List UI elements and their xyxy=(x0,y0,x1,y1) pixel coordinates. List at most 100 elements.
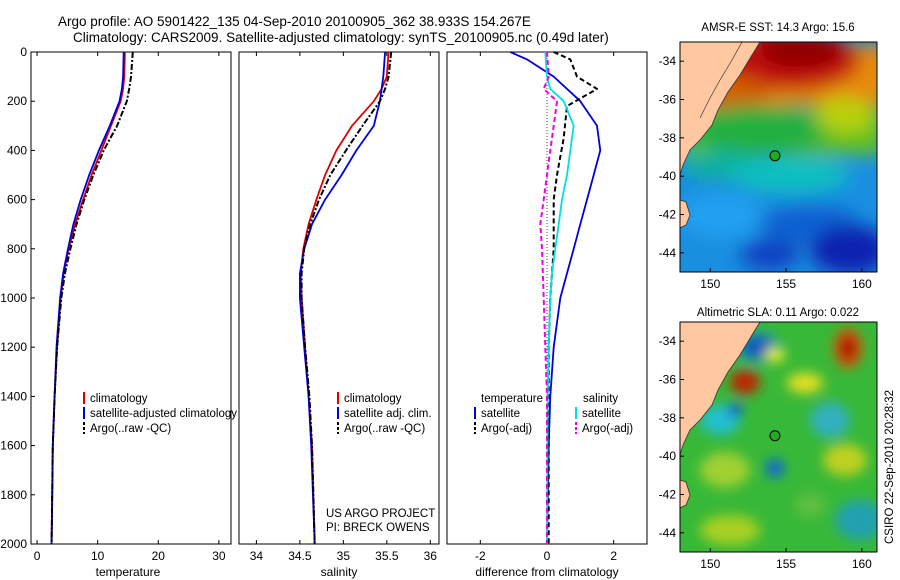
land-mass xyxy=(680,42,761,176)
y-tick-label: 1000 xyxy=(0,291,27,305)
map-y-tick-label: -42 xyxy=(659,488,677,502)
map-x-tick-label: 150 xyxy=(700,557,720,571)
y-tick-label: 1200 xyxy=(0,340,27,354)
temperature-legend: climatology satellite-adjusted climatolo… xyxy=(83,392,237,435)
x-tick-label: -2 xyxy=(475,549,486,563)
project-annotation: US ARGO PROJECT xyxy=(326,508,435,520)
sst-map-yticks: -34 -36 -38 -40 -42 -44 xyxy=(659,54,684,260)
y-tick-label: 1600 xyxy=(0,439,27,453)
map-x-tick-label: 160 xyxy=(852,557,872,571)
map-y-tick-label: -38 xyxy=(659,131,677,145)
difference-series xyxy=(509,51,602,545)
sst-map-title: AMSR-E SST: 14.3 Argo: 15.6 xyxy=(701,22,854,34)
y-tick-label: 200 xyxy=(7,94,27,108)
difference-legend: temperature satellite Argo(-adj) salinit… xyxy=(474,393,633,435)
legend-satellite-adj: satellite adj. clim. xyxy=(344,408,432,420)
x-tick-label: 30 xyxy=(212,549,226,563)
series-line-salinity-satellite xyxy=(544,51,575,545)
x-tick-label: 34.5 xyxy=(288,549,312,563)
map-y-tick-label: -34 xyxy=(659,334,677,348)
sla-map-panel: Altimetric SLA: 0.11 Argo: 0.022 xyxy=(659,307,878,571)
map-y-tick-label: -40 xyxy=(659,449,677,463)
legend-salinity-title: salinity xyxy=(583,393,618,405)
salinity-xlabel: salinity xyxy=(321,565,358,579)
legend-argo: Argo(..raw -QC) xyxy=(90,423,171,435)
y-tick-label: 1400 xyxy=(0,389,27,403)
difference-panel: -2 0 2 difference from climatology tempera… xyxy=(446,51,648,579)
legend-temp-argo: Argo(-adj) xyxy=(481,423,532,435)
y-tick-label: 0 xyxy=(20,45,27,59)
map-x-tick-label: 150 xyxy=(700,277,720,291)
map-y-tick-label: -36 xyxy=(659,93,677,107)
x-tick-label: 2 xyxy=(610,549,617,563)
salinity-panel: 34 34.5 35 35.5 36 salinity climatology sate… xyxy=(238,51,440,579)
sst-map-panel: AMSR-E SST: 14.3 Argo: 15.6 xyxy=(659,22,878,291)
x-tick-label: 10 xyxy=(91,549,105,563)
legend-climatology: climatology xyxy=(344,393,402,405)
map-y-tick-label: -38 xyxy=(659,411,677,425)
sla-map-xticks: 150 155 160 xyxy=(700,548,872,571)
x-tick-label: 20 xyxy=(152,549,166,563)
map-x-tick-label: 155 xyxy=(776,277,796,291)
land-mass xyxy=(680,199,691,229)
series-line-argo-raw-qc xyxy=(300,51,393,545)
salinity-series xyxy=(298,51,393,545)
x-tick-label: 0 xyxy=(34,549,41,563)
map-y-tick-label: -44 xyxy=(659,526,677,540)
x-tick-label: 35.5 xyxy=(375,549,399,563)
temperature-yticks: 0 200 400 600 800 1000 1200 1400 1600 1800 2000 xyxy=(0,45,35,551)
series-line-argo-raw-qc xyxy=(50,51,134,545)
pi-annotation: PI: BRECK OWENS xyxy=(326,522,430,534)
temperature-xlabel: temperature xyxy=(96,565,161,579)
map-y-tick-label: -34 xyxy=(659,54,677,68)
map-y-tick-label: -36 xyxy=(659,373,677,387)
y-tick-label: 400 xyxy=(7,143,27,157)
salinity-axes-box xyxy=(238,51,440,545)
y-tick-label: 2000 xyxy=(0,537,27,551)
x-tick-label: 0 xyxy=(544,549,551,563)
land-mass xyxy=(680,322,761,456)
map-x-tick-label: 155 xyxy=(776,557,796,571)
sst-map-frame xyxy=(679,41,878,273)
salinity-legend: climatology satellite adj. clim. Argo(..… xyxy=(337,392,432,435)
legend-sal-argo: Argo(-adj) xyxy=(582,423,633,435)
legend-temp-satellite: satellite xyxy=(481,408,520,420)
sla-map-title: Altimetric SLA: 0.11 Argo: 0.022 xyxy=(697,307,859,319)
sst-map-xticks: 150 155 160 xyxy=(700,268,872,291)
header-line-1: Argo profile: AO 5901422_135 04-Sep-2010… xyxy=(58,14,531,29)
temperature-series xyxy=(50,51,134,545)
series-line-salinity-argo-adj xyxy=(539,51,558,544)
map-y-tick-label: -42 xyxy=(659,208,677,222)
temperature-panel: 0 200 400 600 800 1000 1200 1400 1600 1800 2000 0 1… xyxy=(0,45,237,579)
sla-map-field xyxy=(680,322,877,552)
land-mass xyxy=(680,479,691,509)
x-tick-label: 35 xyxy=(337,549,351,563)
map-y-tick-label: -40 xyxy=(659,169,677,183)
y-tick-label: 800 xyxy=(7,242,27,256)
legend-climatology: climatology xyxy=(90,393,148,405)
argo-float-marker xyxy=(769,150,781,162)
legend-satellite-adjusted: satellite-adjusted climatology xyxy=(90,408,237,420)
temperature-axes-box xyxy=(30,51,232,545)
coast-contour xyxy=(699,42,743,119)
x-tick-label: 36 xyxy=(424,549,438,563)
x-tick-label: 34 xyxy=(250,549,264,563)
difference-xlabel: difference from climatology xyxy=(475,565,618,579)
legend-temperature-title: temperature xyxy=(481,393,543,405)
sla-map-yticks: -34 -36 -38 -40 -42 -44 xyxy=(659,334,684,540)
argo-float-marker xyxy=(769,430,781,442)
sla-map-frame xyxy=(679,321,878,553)
header-line-2: Climatology: CARS2009. Satellite-adjuste… xyxy=(73,30,609,45)
legend-sal-satellite: satellite xyxy=(582,408,621,420)
legend-argo: Argo(..raw -QC) xyxy=(344,423,425,435)
sst-map-field xyxy=(680,42,877,272)
map-x-tick-label: 160 xyxy=(852,277,872,291)
y-tick-label: 1800 xyxy=(0,488,27,502)
salinity-xticks: 34 34.5 35 35.5 36 xyxy=(250,52,438,563)
temperature-xticks: 0 10 20 30 xyxy=(34,52,226,563)
csiro-stamp: CSIRO 22-Sep-2010 20:28:32 xyxy=(884,390,896,544)
map-y-tick-label: -44 xyxy=(659,246,677,260)
series-line-temperature-satellite xyxy=(509,51,602,545)
y-tick-label: 600 xyxy=(7,193,27,207)
